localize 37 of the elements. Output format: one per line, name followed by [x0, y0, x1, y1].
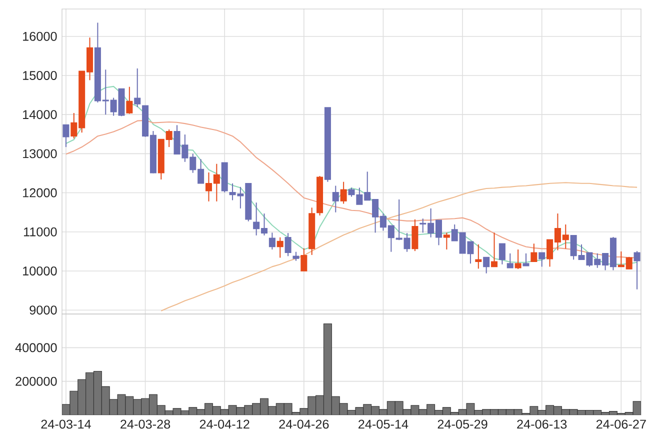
x-tick-label: 24-05-14 [358, 420, 408, 429]
y-tick-label: 13000 [23, 149, 57, 158]
x-tick-label: 24-06-27 [596, 420, 646, 429]
candlestick [340, 181, 347, 204]
candlestick [412, 218, 418, 252]
candlestick [491, 232, 498, 268]
candlestick [538, 252, 546, 268]
candlestick [498, 243, 506, 265]
y-tick-label: 15000 [23, 70, 57, 80]
candlestick [126, 86, 133, 114]
candlestick [475, 244, 482, 270]
y-tick-label: 200000 [16, 376, 57, 386]
x-tick-label: 24-05-29 [438, 420, 488, 429]
candlestick [522, 252, 530, 266]
x-tick-label: 24-03-14 [41, 420, 91, 429]
x-tick-label: 24-06-13 [517, 420, 567, 429]
candlestick [506, 252, 514, 268]
y-tick-label: 400000 [15, 343, 57, 352]
candlestick [514, 248, 522, 270]
y-tick-label: 11000 [24, 227, 57, 236]
y-tick-label: 9000 [30, 306, 57, 315]
x-tick-label: 24-04-12 [200, 420, 250, 429]
candlestick [332, 185, 339, 213]
candlestick [284, 232, 292, 257]
candlestick [483, 256, 490, 274]
y-tick-label: 16000 [23, 32, 57, 41]
candlestick [276, 236, 284, 258]
candlestick [300, 248, 308, 272]
candlestick [268, 232, 276, 250]
x-tick-label: 24-04-26 [279, 420, 329, 429]
candlestick [134, 68, 141, 108]
y-tick-label: 12000 [23, 188, 57, 198]
y-tick-label: 10000 [23, 266, 57, 276]
candlestick [443, 232, 450, 250]
y-tick-label: 14000 [23, 110, 57, 120]
candlestick [530, 243, 538, 262]
x-tick-label: 24-03-28 [120, 420, 170, 429]
